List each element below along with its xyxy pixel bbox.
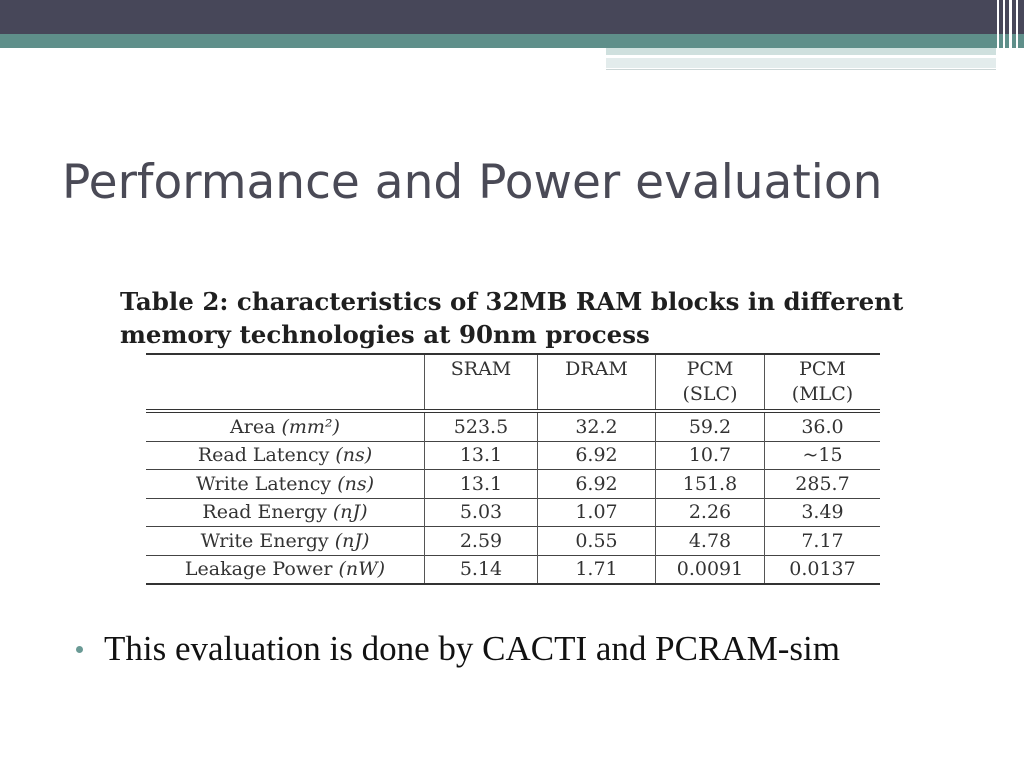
table-row: Write Energy (nJ) 2.59 0.55 4.78 7.17: [146, 526, 880, 555]
table-cell: 285.7: [795, 472, 850, 495]
table-cell: 5.03: [424, 498, 538, 527]
slide-title: Performance and Power evaluation: [62, 155, 883, 210]
table-caption: Table 2: characteristics of 32MB RAM blo…: [120, 287, 904, 349]
table-cell: 1.07: [537, 498, 656, 527]
table-cell: 523.5: [424, 411, 538, 441]
header-cell-pcm-mlc: PCM (MLC): [791, 358, 854, 405]
header-cell-sram: SRAM: [424, 354, 538, 411]
bullet-text: This evaluation is done by CACTI and PCR…: [104, 629, 840, 668]
header-accent-line: [606, 69, 996, 70]
characteristics-table: SRAM DRAM PCM (SLC) PCM (MLC) Area (mm²) 5…: [146, 353, 880, 585]
row-label: Area (mm²): [146, 411, 425, 441]
table-cell: 7.17: [801, 529, 844, 552]
table-row: Write Latency (ns) 13.1 6.92 151.8 285.7: [146, 469, 880, 498]
row-label: Write Energy (nJ): [146, 526, 425, 555]
table-cell: 0.0137: [789, 558, 856, 581]
table-row: Area (mm²) 523.5 32.2 59.2 36.0: [146, 411, 880, 441]
row-label: Read Energy (nJ): [146, 498, 425, 527]
header-cell-metric: [146, 354, 425, 411]
header-cell-dram: DRAM: [537, 354, 656, 411]
row-label: Write Latency (ns): [146, 469, 425, 498]
table-cell: 36.0: [801, 415, 844, 438]
header-cell-pcm-slc: PCM (SLC): [655, 354, 765, 411]
table-cell: 1.71: [537, 555, 656, 584]
table-cell: 59.2: [655, 411, 765, 441]
header-accent-bar: [606, 48, 996, 55]
header-bar-dark: [0, 0, 1024, 34]
table-cell: 4.78: [655, 526, 765, 555]
table-cell: 2.59: [424, 526, 538, 555]
header-bar-teal: [0, 34, 1024, 48]
header-accent-bar-2: [606, 58, 996, 68]
table-row: Read Latency (ns) 13.1 6.92 10.7 ~15: [146, 441, 880, 470]
table-cell: 32.2: [537, 411, 656, 441]
table-cell: 3.49: [801, 501, 844, 524]
table-cell: 0.55: [537, 526, 656, 555]
table-cell: 2.26: [655, 498, 765, 527]
bullet-dot-icon: [76, 646, 83, 653]
header-stripes: [994, 0, 1024, 72]
table-cell: 10.7: [655, 441, 765, 470]
table-cell: 13.1: [424, 441, 538, 470]
table-cell: 6.92: [537, 441, 656, 470]
table-cell: ~15: [802, 444, 843, 467]
row-label: Leakage Power (nW): [146, 555, 425, 584]
table-cell: 0.0091: [655, 555, 765, 584]
table-cell: 151.8: [655, 469, 765, 498]
table-row: Leakage Power (nW) 5.14 1.71 0.0091 0.01…: [146, 555, 880, 584]
table-row: Read Energy (nJ) 5.03 1.07 2.26 3.49: [146, 498, 880, 527]
table-cell: 5.14: [424, 555, 538, 584]
table-header-row: SRAM DRAM PCM (SLC) PCM (MLC): [146, 354, 880, 411]
table-cell: 6.92: [537, 469, 656, 498]
row-label: Read Latency (ns): [146, 441, 425, 470]
table-cell: 13.1: [424, 469, 538, 498]
